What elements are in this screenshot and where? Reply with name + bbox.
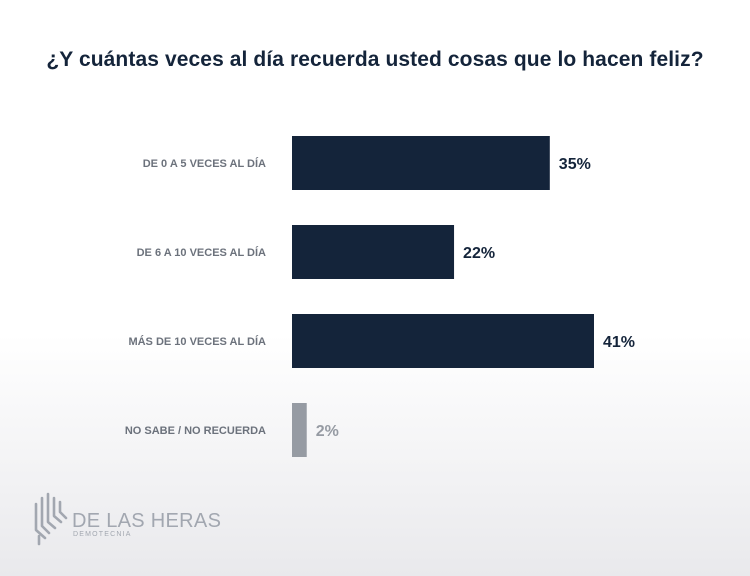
brand-logo: DE LAS HERAS DEMOTECNIA: [33, 492, 221, 548]
brand-subtitle: DEMOTECNIA: [73, 531, 132, 538]
bar: [292, 403, 307, 457]
category-label: NO SABE / NO RECUERDA: [125, 425, 266, 437]
category-label: DE 6 A 10 VECES AL DÍA: [137, 246, 266, 259]
data-label: 22%: [463, 245, 495, 262]
bar: [292, 225, 455, 279]
logo-mark-icon: [34, 492, 68, 546]
brand-name: DE LAS HERAS: [72, 510, 222, 532]
chart-title: ¿Y cuántas veces al día recuerda usted c…: [46, 48, 704, 71]
data-label: 35%: [559, 156, 591, 173]
category-label: MÁS DE 10 VECES AL DÍA: [128, 335, 266, 348]
data-label: 2%: [316, 423, 339, 440]
data-label: 41%: [603, 334, 635, 351]
category-label: DE 0 A 5 VECES AL DÍA: [143, 157, 266, 170]
bar: [292, 136, 550, 190]
bar: [292, 314, 594, 368]
